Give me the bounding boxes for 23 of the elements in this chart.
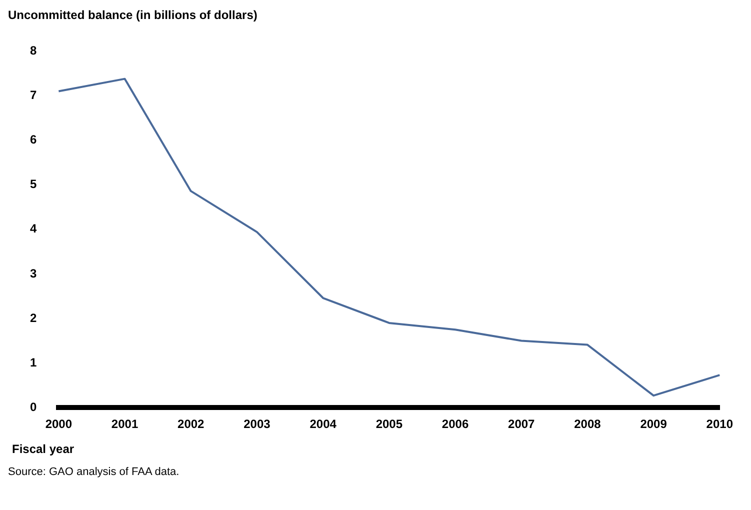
y-tick-label: 1 [30,355,37,370]
x-tick-label: 2000 [45,417,72,432]
y-tick-label: 0 [30,400,37,414]
y-tick-label: 8 [30,44,37,58]
y-tick-label: 2 [30,310,37,325]
x-tick-label: 2004 [310,417,337,432]
y-tick-label: 7 [30,88,37,102]
x-tick-label: 2008 [574,417,602,432]
y-tick-label: 3 [30,266,37,280]
x-tick-label: 2009 [640,417,668,432]
x-tick-label: 2010 [706,417,734,432]
source-note: Source: GAO analysis of FAA data. [8,466,180,478]
y-axis-title: Uncommitted balance (in billions of dollars) [8,8,258,22]
x-axis-title: Fiscal year [12,442,76,456]
y-tick-label: 6 [30,132,37,147]
x-tick-label: 2002 [178,417,205,432]
y-tick-label: 4 [30,222,37,236]
x-tick-label: 2006 [442,417,469,432]
x-tick-label: 2007 [508,417,536,432]
x-tick-label: 2001 [111,417,138,432]
x-tick-label: 2005 [376,417,403,432]
x-tick-label: 2003 [244,417,271,432]
y-tick-label: 5 [30,177,37,192]
